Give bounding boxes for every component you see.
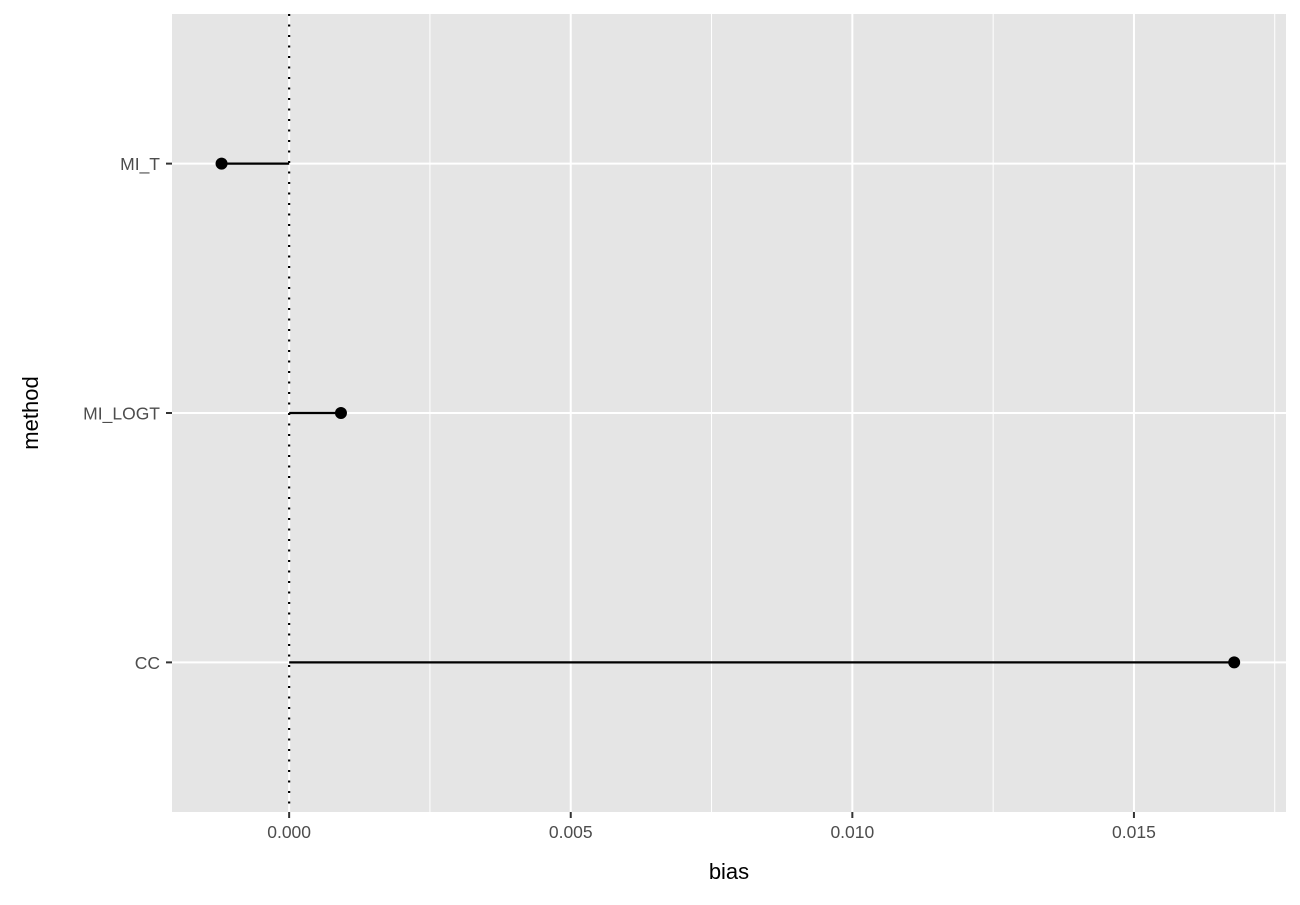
lollipop-marks [215,157,1241,669]
x-tick-label: 0.000 [267,822,311,842]
lollipop-point-cc [1228,656,1241,669]
lollipop-point-mi_logt [334,407,347,419]
lollipop-point-mi_t [215,157,228,170]
y-tick-label: MI_LOGT [83,404,160,425]
x-axis: 0.000 0.005 0.010 0.015 [267,812,1156,842]
x-tick-label: 0.015 [1112,822,1156,842]
y-axis-title: method [18,376,43,449]
y-axis: MI_T MI_LOGT CC [83,154,172,673]
x-tick-label: 0.005 [549,822,593,842]
x-axis-title: bias [709,859,749,884]
y-tick-label: CC [135,653,160,673]
x-tick-label: 0.010 [830,822,874,842]
y-tick-label: MI_T [120,154,160,175]
